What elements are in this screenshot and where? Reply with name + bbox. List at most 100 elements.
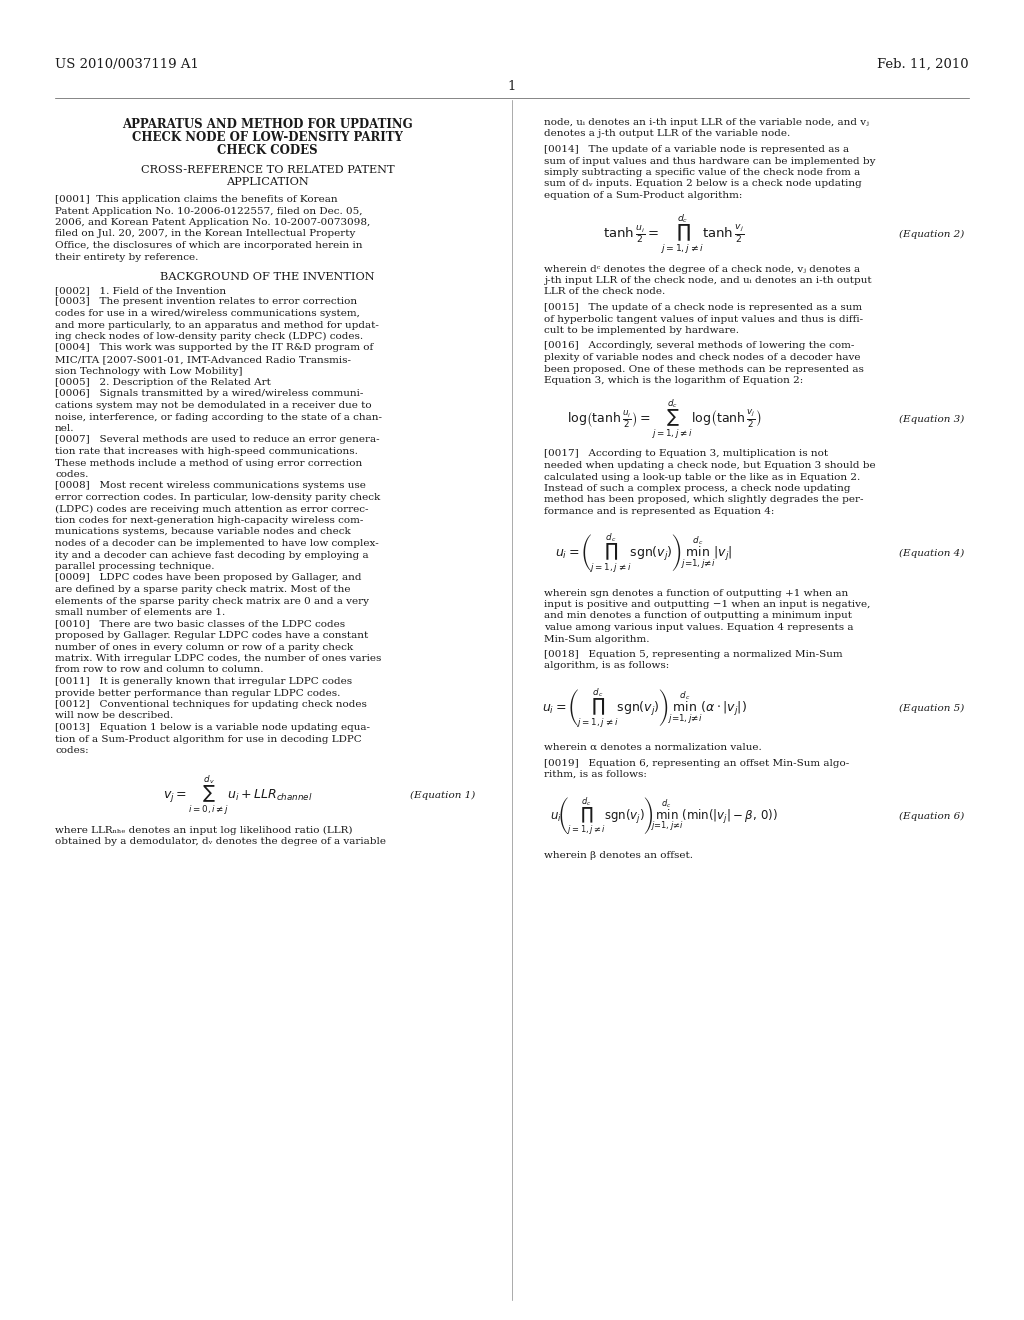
Text: equation of a Sum-Product algorithm:: equation of a Sum-Product algorithm:: [544, 191, 742, 201]
Text: formance and is represented as Equation 4:: formance and is represented as Equation …: [544, 507, 774, 516]
Text: denotes a j-th output LLR of the variable node.: denotes a j-th output LLR of the variabl…: [544, 129, 791, 139]
Text: [0002]   1. Field of the Invention: [0002] 1. Field of the Invention: [55, 286, 226, 294]
Text: [0009]   LDPC codes have been proposed by Gallager, and: [0009] LDPC codes have been proposed by …: [55, 573, 361, 582]
Text: input is positive and outputting −1 when an input is negative,: input is positive and outputting −1 when…: [544, 601, 870, 609]
Text: CHECK CODES: CHECK CODES: [217, 144, 317, 157]
Text: Patent Application No. 10-2006-0122557, filed on Dec. 05,: Patent Application No. 10-2006-0122557, …: [55, 206, 362, 215]
Text: calculated using a look-up table or the like as in Equation 2.: calculated using a look-up table or the …: [544, 473, 860, 482]
Text: cult to be implemented by hardware.: cult to be implemented by hardware.: [544, 326, 739, 335]
Text: BACKGROUND OF THE INVENTION: BACKGROUND OF THE INVENTION: [160, 272, 375, 282]
Text: wherein dᶜ denotes the degree of a check node, vⱼ denotes a: wherein dᶜ denotes the degree of a check…: [544, 264, 860, 273]
Text: plexity of variable nodes and check nodes of a decoder have: plexity of variable nodes and check node…: [544, 352, 860, 362]
Text: These methods include a method of using error correction: These methods include a method of using …: [55, 458, 362, 467]
Text: matrix. With irregular LDPC codes, the number of ones varies: matrix. With irregular LDPC codes, the n…: [55, 653, 381, 663]
Text: and min denotes a function of outputting a minimum input: and min denotes a function of outputting…: [544, 611, 852, 620]
Text: $\tanh\frac{u_i}{2} = \prod_{j=1,j\neq i}^{d_c} \tanh\frac{v_j}{2}$: $\tanh\frac{u_i}{2} = \prod_{j=1,j\neq i…: [603, 213, 744, 256]
Text: APPLICATION: APPLICATION: [226, 177, 309, 187]
Text: [0018]   Equation 5, representing a normalized Min-Sum: [0018] Equation 5, representing a normal…: [544, 649, 843, 659]
Text: $u_i\!\left(\prod_{j=1,j\neq i}^{d_c} \mathrm{sgn}(v_j)\right)\!\min_{j=1,j\neq : $u_i\!\left(\prod_{j=1,j\neq i}^{d_c} \m…: [550, 796, 778, 837]
Text: Feb. 11, 2010: Feb. 11, 2010: [878, 58, 969, 71]
Text: [0012]   Conventional techniques for updating check nodes: [0012] Conventional techniques for updat…: [55, 700, 367, 709]
Text: [0008]   Most recent wireless communications systems use: [0008] Most recent wireless communicatio…: [55, 482, 366, 491]
Text: CROSS-REFERENCE TO RELATED PATENT: CROSS-REFERENCE TO RELATED PATENT: [140, 165, 394, 176]
Text: tion of a Sum-Product algorithm for use in decoding LDPC: tion of a Sum-Product algorithm for use …: [55, 734, 361, 743]
Text: of hyperbolic tangent values of input values and thus is diffi-: of hyperbolic tangent values of input va…: [544, 314, 863, 323]
Text: US 2010/0037119 A1: US 2010/0037119 A1: [55, 58, 199, 71]
Text: (Equation 4): (Equation 4): [899, 549, 964, 558]
Text: Instead of such a complex process, a check node updating: Instead of such a complex process, a che…: [544, 484, 851, 492]
Text: [0001]  This application claims the benefits of Korean: [0001] This application claims the benef…: [55, 195, 338, 205]
Text: APPARATUS AND METHOD FOR UPDATING: APPARATUS AND METHOD FOR UPDATING: [122, 117, 413, 131]
Text: cations system may not be demodulated in a receiver due to: cations system may not be demodulated in…: [55, 401, 372, 411]
Text: wherein β denotes an offset.: wherein β denotes an offset.: [544, 851, 693, 861]
Text: their entirety by reference.: their entirety by reference.: [55, 252, 199, 261]
Text: (Equation 5): (Equation 5): [899, 704, 964, 713]
Text: tion rate that increases with high-speed communications.: tion rate that increases with high-speed…: [55, 447, 357, 455]
Text: (Equation 1): (Equation 1): [410, 791, 475, 800]
Text: 1: 1: [508, 81, 516, 92]
Text: [0016]   Accordingly, several methods of lowering the com-: [0016] Accordingly, several methods of l…: [544, 342, 854, 351]
Text: munications systems, because variable nodes and check: munications systems, because variable no…: [55, 528, 351, 536]
Text: [0003]   The present invention relates to error correction: [0003] The present invention relates to …: [55, 297, 357, 306]
Text: will now be described.: will now be described.: [55, 711, 173, 721]
Text: number of ones in every column or row of a parity check: number of ones in every column or row of…: [55, 643, 353, 652]
Text: $u_i = \left(\prod_{j=1,j\neq i}^{d_c} \mathrm{sgn}(v_j)\right) \min_{j=1,j\neq : $u_i = \left(\prod_{j=1,j\neq i}^{d_c} \…: [555, 532, 733, 576]
Text: LLR of the check node.: LLR of the check node.: [544, 288, 666, 297]
Text: codes for use in a wired/wireless communications system,: codes for use in a wired/wireless commun…: [55, 309, 359, 318]
Text: $\log\!\left(\tanh\frac{u_i}{2}\right) = \sum_{j=1,j\neq i}^{d_c} \log\!\left(\t: $\log\!\left(\tanh\frac{u_i}{2}\right) =…: [566, 397, 762, 441]
Text: value among various input values. Equation 4 represents a: value among various input values. Equati…: [544, 623, 853, 632]
Text: [0007]   Several methods are used to reduce an error genera-: [0007] Several methods are used to reduc…: [55, 436, 380, 445]
Text: [0014]   The update of a variable node is represented as a: [0014] The update of a variable node is …: [544, 145, 849, 154]
Text: tion codes for next-generation high-capacity wireless com-: tion codes for next-generation high-capa…: [55, 516, 364, 525]
Text: Office, the disclosures of which are incorporated herein in: Office, the disclosures of which are inc…: [55, 242, 362, 249]
Text: [0017]   According to Equation 3, multiplication is not: [0017] According to Equation 3, multipli…: [544, 450, 828, 458]
Text: sum of dᵥ inputs. Equation 2 below is a check node updating: sum of dᵥ inputs. Equation 2 below is a …: [544, 180, 862, 189]
Text: Equation 3, which is the logarithm of Equation 2:: Equation 3, which is the logarithm of Eq…: [544, 376, 803, 385]
Text: codes.: codes.: [55, 470, 88, 479]
Text: 2006, and Korean Patent Application No. 10-2007-0073098,: 2006, and Korean Patent Application No. …: [55, 218, 371, 227]
Text: [0015]   The update of a check node is represented as a sum: [0015] The update of a check node is rep…: [544, 304, 862, 312]
Text: sion Technology with Low Mobility]: sion Technology with Low Mobility]: [55, 367, 243, 375]
Text: provide better performance than regular LDPC codes.: provide better performance than regular …: [55, 689, 340, 697]
Text: where LLRₙₕₑ denotes an input log likelihood ratio (LLR): where LLRₙₕₑ denotes an input log likeli…: [55, 825, 352, 834]
Text: Min-Sum algorithm.: Min-Sum algorithm.: [544, 635, 649, 644]
Text: [0006]   Signals transmitted by a wired/wireless communi-: [0006] Signals transmitted by a wired/wi…: [55, 389, 364, 399]
Text: from row to row and column to column.: from row to row and column to column.: [55, 665, 263, 675]
Text: filed on Jul. 20, 2007, in the Korean Intellectual Property: filed on Jul. 20, 2007, in the Korean In…: [55, 230, 355, 239]
Text: [0011]   It is generally known that irregular LDPC codes: [0011] It is generally known that irregu…: [55, 677, 352, 686]
Text: nel.: nel.: [55, 424, 75, 433]
Text: (LDPC) codes are receiving much attention as error correc-: (LDPC) codes are receiving much attentio…: [55, 504, 369, 513]
Text: MIC/ITA [2007-S001-01, IMT-Advanced Radio Transmis-: MIC/ITA [2007-S001-01, IMT-Advanced Radi…: [55, 355, 351, 364]
Text: node, uᵢ denotes an i-th input LLR of the variable node, and vⱼ: node, uᵢ denotes an i-th input LLR of th…: [544, 117, 869, 127]
Text: are defined by a sparse parity check matrix. Most of the: are defined by a sparse parity check mat…: [55, 585, 350, 594]
Text: needed when updating a check node, but Equation 3 should be: needed when updating a check node, but E…: [544, 461, 876, 470]
Text: (Equation 6): (Equation 6): [899, 812, 964, 821]
Text: nodes of a decoder can be implemented to have low complex-: nodes of a decoder can be implemented to…: [55, 539, 379, 548]
Text: and more particularly, to an apparatus and method for updat-: and more particularly, to an apparatus a…: [55, 321, 379, 330]
Text: ity and a decoder can achieve fast decoding by employing a: ity and a decoder can achieve fast decod…: [55, 550, 369, 560]
Text: [0005]   2. Description of the Related Art: [0005] 2. Description of the Related Art: [55, 378, 271, 387]
Text: noise, interference, or fading according to the state of a chan-: noise, interference, or fading according…: [55, 412, 382, 421]
Text: obtained by a demodulator, dᵥ denotes the degree of a variable: obtained by a demodulator, dᵥ denotes th…: [55, 837, 386, 846]
Text: rithm, is as follows:: rithm, is as follows:: [544, 770, 647, 779]
Text: CHECK NODE OF LOW-DENSITY PARITY: CHECK NODE OF LOW-DENSITY PARITY: [132, 131, 402, 144]
Text: algorithm, is as follows:: algorithm, is as follows:: [544, 661, 670, 671]
Text: [0019]   Equation 6, representing an offset Min-Sum algo-: [0019] Equation 6, representing an offse…: [544, 759, 849, 767]
Text: [0013]   Equation 1 below is a variable node updating equa-: [0013] Equation 1 below is a variable no…: [55, 723, 370, 733]
Text: j-th input LLR of the check node, and uᵢ denotes an i-th output: j-th input LLR of the check node, and uᵢ…: [544, 276, 871, 285]
Text: elements of the sparse parity check matrix are 0 and a very: elements of the sparse parity check matr…: [55, 597, 369, 606]
Text: ing check nodes of low-density parity check (LDPC) codes.: ing check nodes of low-density parity ch…: [55, 333, 364, 341]
Text: (Equation 2): (Equation 2): [899, 230, 964, 239]
Text: sum of input values and thus hardware can be implemented by: sum of input values and thus hardware ca…: [544, 157, 876, 165]
Text: $u_i = \left(\prod_{j=1,j\neq i}^{d_c} \mathrm{sgn}(v_j)\right) \min_{j=1,j\neq : $u_i = \left(\prod_{j=1,j\neq i}^{d_c} \…: [542, 686, 746, 730]
Text: (Equation 3): (Equation 3): [899, 414, 964, 424]
Text: [0004]   This work was supported by the IT R&D program of: [0004] This work was supported by the IT…: [55, 343, 374, 352]
Text: proposed by Gallager. Regular LDPC codes have a constant: proposed by Gallager. Regular LDPC codes…: [55, 631, 369, 640]
Text: wherein α denotes a normalization value.: wherein α denotes a normalization value.: [544, 743, 762, 752]
Text: [0010]   There are two basic classes of the LDPC codes: [0010] There are two basic classes of th…: [55, 619, 345, 628]
Text: error correction codes. In particular, low-density parity check: error correction codes. In particular, l…: [55, 492, 380, 502]
Text: codes:: codes:: [55, 746, 89, 755]
Text: wherein sgn denotes a function of outputting +1 when an: wherein sgn denotes a function of output…: [544, 589, 848, 598]
Text: method has been proposed, which slightly degrades the per-: method has been proposed, which slightly…: [544, 495, 863, 504]
Text: parallel processing technique.: parallel processing technique.: [55, 562, 214, 572]
